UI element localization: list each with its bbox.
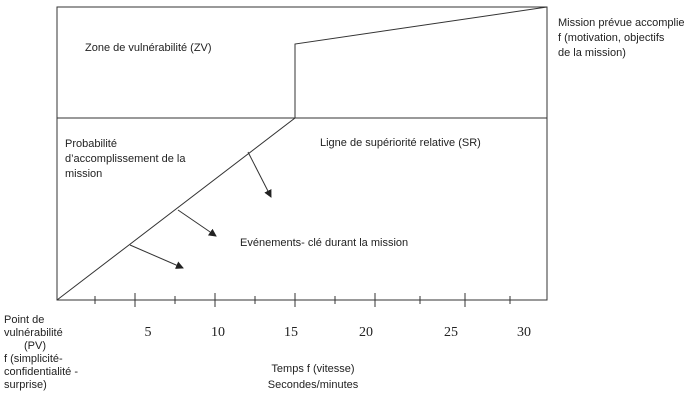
axis-tick-label: 10 — [211, 325, 225, 340]
superiority-line — [56, 6, 548, 301]
axis-tick-label: 30 — [517, 325, 531, 340]
zone-label: Zone de vulnérabilité (ZV) — [85, 42, 212, 54]
axis-title: Secondes/minutes — [268, 379, 359, 391]
vulnerability-label: Point de — [4, 314, 44, 326]
axis-tick-label: 20 — [359, 325, 373, 340]
events-label: Evénements- clé durant la mission — [240, 237, 408, 249]
axis-title: Temps f (vitesse) — [271, 363, 354, 375]
superiority-label: Ligne de supériorité relative (SR) — [320, 137, 481, 149]
vulnerability-label: (PV) — [24, 340, 46, 352]
vulnerability-label: f (simplicité- — [4, 353, 63, 365]
probability-label: Probabilité — [65, 138, 117, 150]
mission-label: Mission prévue accomplie — [558, 17, 685, 29]
axis-tick-label: 25 — [444, 325, 458, 340]
probability-label: d’accomplissement de la — [65, 153, 186, 165]
mission-label: de la mission) — [558, 47, 626, 59]
vulnerability-label: surprise) — [4, 379, 47, 391]
probability-label: mission — [65, 168, 102, 180]
vulnerability-label: vulnérabilité — [4, 327, 63, 339]
event-arrows — [129, 151, 272, 269]
frame — [56, 6, 548, 301]
ticks — [94, 293, 511, 307]
mission-label: f (motivation, objectifs — [558, 32, 665, 44]
axis-tick-label: 5 — [145, 325, 152, 340]
vulnerability-label: confidentialité - — [4, 366, 78, 378]
axis-tick-label: 15 — [284, 325, 298, 340]
